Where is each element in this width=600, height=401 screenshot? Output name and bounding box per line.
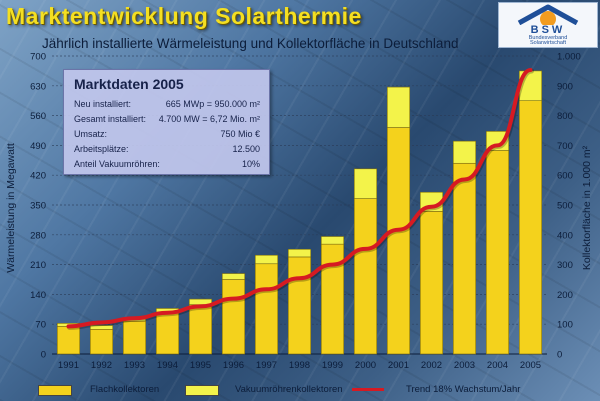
- y-tick-label-right: 700: [557, 141, 573, 152]
- x-tick-label: 2000: [355, 360, 376, 371]
- legend-label-trend: Trend 18% Wachstum/Jahr: [406, 384, 521, 395]
- y-tick-label-left: 140: [30, 290, 46, 301]
- bar-flachkollektoren: [419, 211, 444, 355]
- bar-flachkollektoren: [287, 256, 312, 355]
- y-tick-label-left: 630: [30, 81, 46, 92]
- market-data-label: Anteil Vakuumröhren:: [74, 159, 160, 169]
- bar-flachkollektoren: [485, 150, 510, 355]
- market-data-row: Neu installiert: 665 MWp = 950.000 m²: [74, 99, 264, 113]
- bar-flachkollektoren: [188, 304, 213, 355]
- chart-subtitle: Jährlich installierte Wärmeleistung und …: [42, 36, 459, 51]
- bar-flachkollektoren: [320, 243, 345, 355]
- y-tick-label-right: 400: [557, 230, 573, 241]
- trend-line-path: [66, 68, 533, 329]
- market-data-row: Umsatz: 750 Mio €: [74, 129, 264, 143]
- logo-subtext: Bundesverband Solarwirtschaft: [528, 35, 568, 46]
- bar-vakuumroehren: [221, 273, 246, 280]
- sun-roof-icon: [517, 4, 579, 25]
- bar-flachkollektoren: [518, 100, 543, 355]
- bar-vakuumroehren: [89, 325, 114, 330]
- y-tick-label-left: 70: [35, 320, 46, 331]
- y-tick-label-left: 210: [30, 260, 46, 271]
- y-tick-label-right: 300: [557, 260, 573, 271]
- bar-flachkollektoren: [155, 311, 180, 355]
- x-tick-label: 1998: [289, 360, 310, 371]
- market-data-box: Marktdaten 2005 Neu installiert: 665 MWp…: [63, 69, 270, 175]
- x-tick-label: 2001: [388, 360, 409, 371]
- chart-legend: Flachkollektoren Vakuumröhrenkollektoren…: [0, 381, 600, 399]
- y-ticks-left: 0 70 140 210 280 350 420 490 560 630 700: [30, 52, 46, 361]
- y-tick-label-right: 900: [557, 81, 573, 92]
- legend-swatch-vakuumroehren: [185, 385, 219, 396]
- market-data-value: 10%: [241, 159, 260, 169]
- x-tick-label: 1994: [157, 360, 178, 371]
- bars: [56, 70, 543, 355]
- market-data-value: 665 MWp = 950.000 m²: [165, 99, 260, 109]
- bar-vakuumroehren: [452, 140, 477, 164]
- bar-vakuumroehren: [287, 248, 312, 258]
- bar-flachkollektoren: [122, 320, 147, 355]
- x-tick-label: 2003: [454, 360, 475, 371]
- logo-text: BSW: [530, 24, 566, 36]
- bar-flachkollektoren: [89, 329, 114, 355]
- x-tick-label: 1996: [223, 360, 244, 371]
- y-tick-label-left: 350: [30, 201, 46, 212]
- legend-swatch-flachkollektoren: [38, 385, 72, 396]
- y-tick-label-left: 490: [30, 141, 46, 152]
- bar-flachkollektoren: [254, 263, 279, 355]
- x-tick-label: 2004: [487, 360, 508, 371]
- y-tick-label-right: 600: [557, 171, 573, 182]
- market-data-value: 750 Mio €: [220, 129, 260, 139]
- x-tick-label: 1991: [58, 360, 79, 371]
- y-tick-label-left: 280: [30, 230, 46, 241]
- bar-flachkollektoren: [386, 127, 411, 355]
- market-data-value: 12.500: [232, 144, 260, 154]
- bar-vakuumroehren: [320, 236, 345, 245]
- y-tick-label-right: 500: [557, 201, 573, 212]
- market-data-label: Arbeitsplätze:: [74, 144, 129, 154]
- y-tick-label-left: 700: [30, 52, 46, 63]
- y-tick-label-left: 0: [41, 350, 46, 361]
- y-tick-label-left: 420: [30, 171, 46, 182]
- x-tick-label: 2005: [520, 360, 541, 371]
- chart-title: Marktentwicklung Solarthermie: [6, 3, 362, 29]
- x-tick-label: 1997: [256, 360, 277, 371]
- y-tick-label-left: 560: [30, 111, 46, 122]
- x-tick-label: 1999: [322, 360, 343, 371]
- bar-vakuumroehren: [353, 168, 378, 199]
- y-tick-label-right: 1.000: [557, 52, 581, 63]
- y-tick-label-right: 200: [557, 290, 573, 301]
- y-ticks-right: 0 100 200 300 400 500 600 700 800 900 1.000: [557, 52, 581, 361]
- x-tick-label: 1993: [124, 360, 145, 371]
- market-data-row: Arbeitsplätze: 12.500: [74, 144, 264, 158]
- market-data-row: Gesamt installiert: 4.700 MW = 6,72 Mio.…: [74, 114, 264, 128]
- bar-vakuumroehren: [386, 86, 411, 128]
- bar-flachkollektoren: [353, 198, 378, 355]
- bar-vakuumroehren: [254, 254, 279, 265]
- x-tick-label: 2002: [421, 360, 442, 371]
- market-data-title: Marktdaten 2005: [74, 76, 184, 92]
- y-tick-label-right: 100: [557, 320, 573, 331]
- x-ticks: 1991 1992 1993 1994 1995 1996 1997 1998 1999 2000…: [58, 360, 541, 371]
- bar-flachkollektoren: [452, 162, 477, 355]
- legend-swatch-trend: [352, 388, 384, 391]
- market-data-label: Umsatz:: [74, 129, 108, 139]
- market-data-row: Anteil Vakuumröhren: 10%: [74, 159, 264, 173]
- legend-label-vakuumroehren: Vakuumröhrenkollektoren: [235, 384, 343, 395]
- bar-flachkollektoren: [221, 279, 246, 355]
- y-tick-label-right: 800: [557, 111, 573, 122]
- y-tick-label-right: 0: [557, 350, 562, 361]
- market-data-label: Gesamt installiert:: [74, 114, 147, 124]
- bar-flachkollektoren: [56, 326, 81, 355]
- trend-line: [66, 68, 534, 330]
- legend-label-flachkollektoren: Flachkollektoren: [90, 384, 160, 395]
- bsw-logo: BSW Bundesverband Solarwirtschaft: [498, 2, 598, 48]
- market-data-label: Neu installiert:: [74, 99, 132, 109]
- market-data-value: 4.700 MW = 6,72 Mio. m²: [158, 114, 260, 124]
- x-tick-label: 1992: [91, 360, 112, 371]
- x-tick-label: 1995: [190, 360, 211, 371]
